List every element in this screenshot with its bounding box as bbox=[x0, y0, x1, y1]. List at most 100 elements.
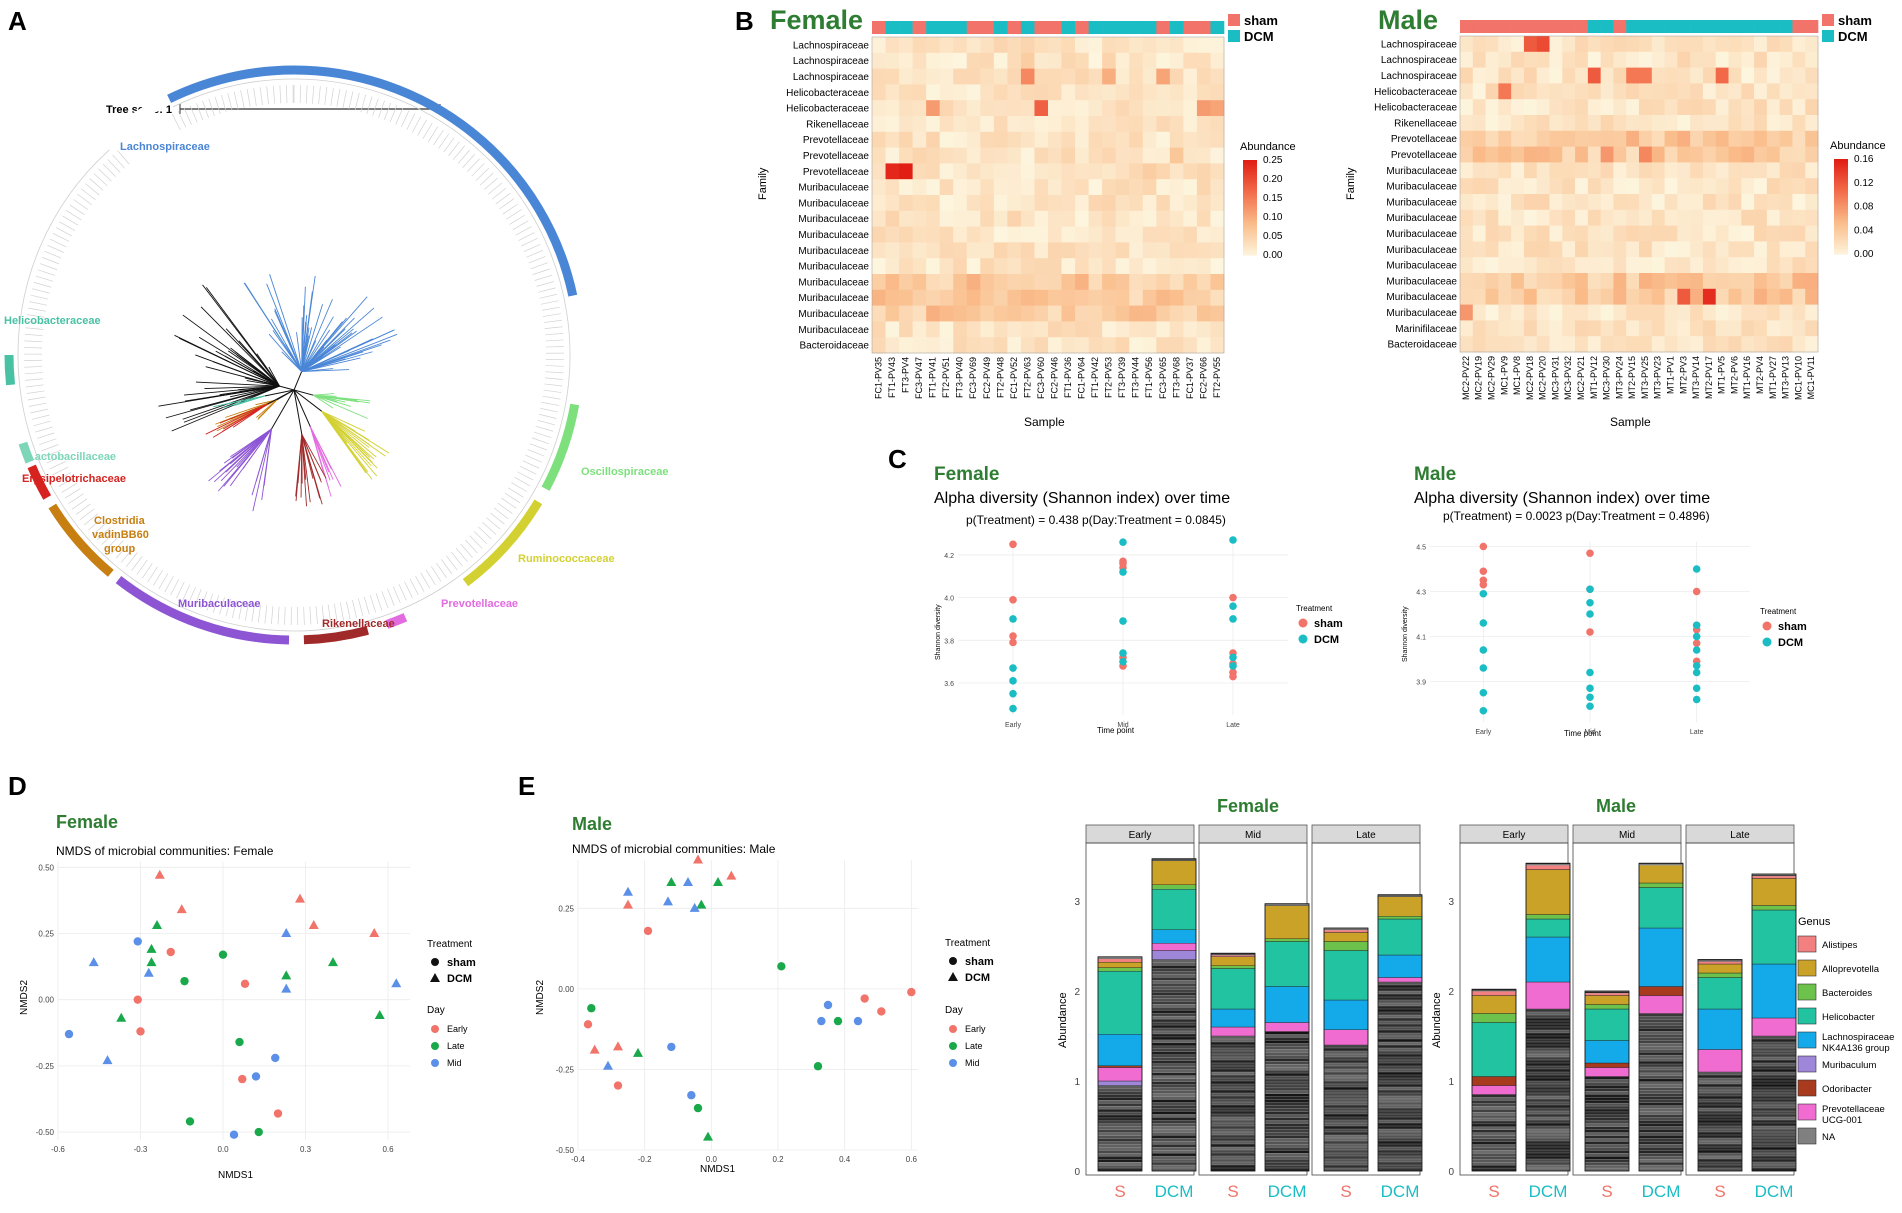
bar-outline-1-0 bbox=[1584, 990, 1630, 1172]
bar-segment-1-0-1 bbox=[1584, 1067, 1630, 1077]
heatmap-sample-label-5: MC2-PV18 bbox=[1525, 356, 1535, 400]
bar-segment-1-0-1 bbox=[1210, 1026, 1256, 1037]
bar-segment-0-1-1 bbox=[1151, 950, 1197, 960]
nmds-point-27 bbox=[281, 983, 292, 993]
heatmap-sample-label-14: FT1-PV36 bbox=[1063, 357, 1073, 398]
genus-bars-female-ylabel: Abundance bbox=[1057, 992, 1069, 1048]
alpha-female-legend-dcm: DCM bbox=[1314, 634, 1339, 646]
alpha-point-dcm-5 bbox=[1119, 538, 1127, 546]
heatmap-row-label-5: Rikenellaceae bbox=[806, 119, 869, 130]
bar-outline-1-1 bbox=[1264, 903, 1310, 1172]
nmds-point-23 bbox=[133, 937, 142, 946]
heatmap-sample-label-10: MT1-PV12 bbox=[1589, 356, 1599, 399]
nmds-point-30 bbox=[687, 1091, 696, 1100]
bar-segment-2-0-3 bbox=[1323, 950, 1369, 1001]
treatment-cell-19 bbox=[1129, 21, 1144, 34]
treatment-cell-16 bbox=[1664, 20, 1678, 33]
bar-xlabel-0-1: DCM bbox=[1155, 1182, 1194, 1201]
heatmap-row-label-12: Muribaculaceae bbox=[1386, 229, 1457, 240]
nmds-point-10 bbox=[273, 1109, 283, 1118]
alpha-male-subtitle: p(Treatment) = 0.0023 p(Day:Treatment = … bbox=[1443, 509, 1710, 523]
alpha-point-dcm-7 bbox=[1586, 598, 1594, 607]
genus-legend-label-7: Prevotellaceae bbox=[1822, 1104, 1885, 1115]
bar-outline-1-1 bbox=[1638, 862, 1684, 1172]
clade-arc-4 bbox=[48, 503, 114, 577]
heatmap-scale-tick-5: 0.00 bbox=[1263, 250, 1283, 261]
alpha-diversity-female: Female Alpha diversity (Shannon index) o… bbox=[934, 464, 1343, 735]
genus-legend-label-3: Helicobacter bbox=[1822, 1012, 1875, 1023]
heatmap-male-scale-title: Abundance bbox=[1830, 140, 1886, 152]
heatmap-sample-label-13: FC2-PV46 bbox=[1049, 357, 1059, 399]
nmds-point-2 bbox=[623, 899, 633, 909]
bar-segment-0-0-3 bbox=[1471, 1022, 1517, 1077]
bar-segment-0-1-0 bbox=[1525, 1008, 1571, 1172]
heatmap-male-legend-sham: sham bbox=[1838, 13, 1872, 28]
heatmap-row-label-9: Muribaculaceae bbox=[1386, 182, 1457, 193]
treatment-cell-14 bbox=[1639, 20, 1653, 33]
treatment-cell-6 bbox=[1536, 20, 1550, 33]
nmds-point-16 bbox=[218, 950, 228, 959]
bar-segment-2-0-0 bbox=[1323, 1044, 1369, 1172]
heatmap-row-label-3: Helicobacteraceae bbox=[1374, 87, 1457, 98]
clade-arc-0 bbox=[149, 65, 295, 113]
nmds-female-xlabel: NMDS1 bbox=[218, 1170, 253, 1181]
clade-arc-8 bbox=[303, 625, 369, 645]
bar-outline-2-1 bbox=[1377, 894, 1423, 1172]
heatmap-sample-label-1: MC2-PV19 bbox=[1474, 356, 1484, 400]
bar-segment-2-0-4 bbox=[1697, 972, 1743, 978]
bar-segment-1-0-0 bbox=[1210, 1035, 1256, 1172]
alpha-female-subtitle: p(Treatment) = 0.438 p(Day:Treatment = 0… bbox=[966, 513, 1226, 527]
bar-segment-1-0-2 bbox=[1584, 1062, 1630, 1068]
heatmap-male-legend-dcm: DCM bbox=[1838, 29, 1868, 44]
treatment-cell-11 bbox=[1600, 20, 1614, 33]
treatment-cell-12 bbox=[1613, 20, 1627, 33]
heatmap-sample-label-24: MT1-PV27 bbox=[1768, 356, 1778, 399]
treatment-cell-5 bbox=[939, 21, 954, 34]
nmds-ytick-2: 0.00 bbox=[38, 996, 54, 1005]
bar-segment-0-1-5 bbox=[1525, 869, 1571, 915]
nmds-ytick-0: 0.50 bbox=[38, 863, 54, 872]
nmds-point-29 bbox=[603, 1060, 613, 1070]
heatmap-sample-label-8: FC2-PV49 bbox=[982, 357, 992, 399]
nmds-point-22 bbox=[254, 1127, 263, 1137]
alpha-xtick-1: Mid bbox=[1584, 729, 1595, 736]
alpha-point-sham-0 bbox=[1479, 542, 1488, 551]
alpha-point-dcm-14 bbox=[1692, 621, 1701, 630]
alpha-point-dcm-9 bbox=[1586, 668, 1594, 677]
heatmap-cells bbox=[1460, 36, 1819, 353]
heatmap-row-label-11: Muribaculaceae bbox=[798, 214, 869, 225]
treatment-cell-24 bbox=[1766, 20, 1780, 33]
nmds-female-legend-dcm: DCM bbox=[447, 973, 472, 985]
heatmap-row-label-19: Bacteroidaceae bbox=[800, 341, 870, 352]
heatmap-row-label-13: Muribaculaceae bbox=[798, 246, 869, 257]
treatment-cell-17 bbox=[1677, 20, 1691, 33]
bar-xlabel-0-1: DCM bbox=[1529, 1182, 1568, 1201]
alpha-point-sham-2 bbox=[1009, 632, 1017, 640]
nmds-point-8 bbox=[589, 1044, 600, 1054]
heatmap-sample-label-22: MT1-PV16 bbox=[1742, 356, 1752, 399]
alpha-point-dcm-6 bbox=[1119, 568, 1127, 576]
alpha-male-heading: Male bbox=[1414, 464, 1456, 485]
bar-segment-0-1-2 bbox=[1151, 943, 1197, 951]
nmds-point-24 bbox=[88, 957, 99, 967]
nmds-ytick-4: -0.50 bbox=[36, 1128, 55, 1137]
nmds-xtick-0: -0.4 bbox=[571, 1155, 585, 1164]
nmds-point-19 bbox=[374, 1010, 385, 1020]
bar-segment-0-1-4 bbox=[1151, 889, 1197, 930]
alpha-ytick-2: 3.8 bbox=[944, 638, 954, 645]
bar-segment-1-1-1 bbox=[1638, 995, 1684, 1014]
nmds-point-20 bbox=[703, 1131, 713, 1141]
heatmap-sample-label-25: MT3-PV13 bbox=[1781, 356, 1791, 399]
nmds-point-16 bbox=[587, 1004, 596, 1013]
alpha-ytick-1: 4.3 bbox=[1416, 590, 1426, 597]
heatmap-sample-label-18: FT3-PV39 bbox=[1117, 357, 1127, 398]
heatmap-sample-label-0: MC2-PV22 bbox=[1461, 356, 1471, 400]
nmds-point-11 bbox=[152, 920, 162, 930]
nmds-ytick-3: -0.25 bbox=[36, 1062, 55, 1071]
panel-letter-a: A bbox=[8, 6, 27, 36]
genus-legend-title: Genus bbox=[1798, 916, 1831, 928]
heatmap-frame bbox=[1459, 35, 1819, 353]
nmds-point-26 bbox=[817, 1016, 826, 1026]
treatment-cell-9 bbox=[1575, 20, 1589, 33]
heatmap-row-label-17: Muribaculaceae bbox=[1386, 308, 1457, 319]
